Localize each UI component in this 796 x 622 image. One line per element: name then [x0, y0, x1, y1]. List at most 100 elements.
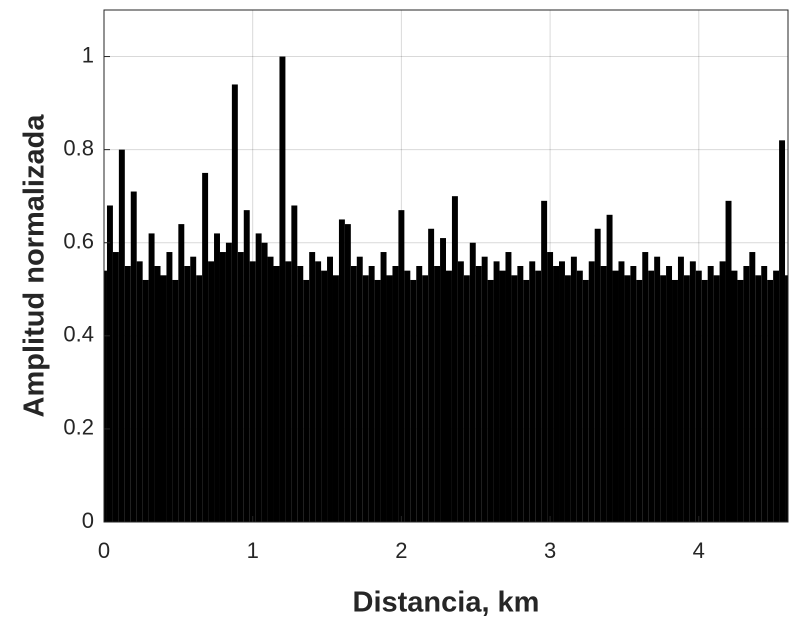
spike: [398, 210, 405, 523]
spike: [202, 172, 209, 522]
x-axis-title: Distancia, km: [353, 587, 540, 619]
spike: [689, 261, 696, 522]
spike: [106, 205, 113, 522]
spike: [178, 224, 185, 523]
spike: [648, 270, 655, 522]
spike: [785, 275, 788, 522]
spike: [695, 270, 702, 522]
spike: [564, 275, 571, 522]
spike: [303, 279, 310, 522]
spike: [505, 252, 512, 522]
spike: [707, 266, 714, 522]
spike: [576, 270, 583, 522]
spike: [214, 233, 220, 522]
spike: [321, 270, 328, 522]
spike: [112, 252, 119, 522]
spike: [225, 242, 232, 522]
spike: [457, 261, 464, 522]
spike: [172, 279, 179, 522]
spike: [535, 270, 542, 522]
spike: [297, 266, 304, 522]
spike: [463, 275, 470, 522]
spike: [529, 261, 536, 522]
spike: [344, 224, 351, 523]
spike: [374, 279, 381, 522]
spike: [273, 266, 280, 522]
spike: [761, 266, 768, 522]
spike: [291, 205, 298, 522]
spike: [166, 252, 173, 522]
spike: [511, 275, 518, 522]
spike: [315, 261, 322, 522]
spike: [231, 84, 238, 523]
spike: [606, 214, 613, 523]
spike: [666, 266, 673, 522]
spike: [309, 252, 316, 522]
spike: [553, 266, 560, 522]
spike: [499, 270, 506, 522]
spike: [481, 256, 488, 522]
spike: [237, 252, 244, 522]
x-tick-label: 1: [247, 538, 259, 563]
spike: [541, 200, 548, 522]
spike: [749, 252, 756, 522]
spike: [654, 256, 661, 522]
spike: [350, 266, 357, 522]
spike: [279, 56, 286, 522]
spike: [422, 275, 429, 522]
spike: [404, 270, 411, 522]
spike: [356, 256, 363, 522]
spike: [243, 210, 250, 523]
spike: [559, 261, 565, 522]
spike: [148, 233, 155, 522]
spike: [332, 275, 339, 522]
spike: [451, 196, 458, 522]
spike: [570, 256, 577, 522]
spike: [184, 266, 191, 522]
spike: [261, 242, 268, 522]
spike: [196, 275, 203, 522]
y-tick-label: 0.6: [63, 229, 94, 254]
spike: [267, 256, 274, 522]
plot-frame: [103, 9, 789, 523]
spike: [636, 279, 643, 522]
spike: [255, 233, 262, 522]
spike: [773, 270, 780, 522]
spike: [588, 261, 595, 522]
x-tick-label: 2: [395, 538, 407, 563]
y-tick-label: 0: [82, 508, 94, 533]
spike: [368, 266, 375, 522]
spike: [434, 266, 441, 522]
spike: [731, 270, 738, 522]
spike: [160, 275, 167, 522]
x-tick-label: 0: [98, 538, 110, 563]
x-tick-label: 4: [693, 538, 705, 563]
spike: [327, 256, 333, 522]
spike: [683, 275, 690, 522]
spike: [440, 238, 446, 522]
y-tick-label: 1: [82, 42, 94, 67]
spike: [285, 261, 292, 522]
spike: [428, 228, 435, 522]
spike: [142, 279, 149, 522]
y-axis-title: Amplitud normalizada: [19, 114, 51, 418]
spike: [380, 252, 387, 522]
plot-data: [104, 56, 788, 523]
spike: [713, 275, 720, 522]
y-tick-label: 0.2: [63, 415, 94, 440]
spike: [118, 149, 125, 523]
spike: [737, 279, 744, 522]
spike: [208, 261, 215, 522]
y-tick-label: 0.8: [63, 135, 94, 160]
spike: [362, 275, 369, 522]
spike: [392, 266, 399, 522]
spike: [130, 191, 137, 522]
spike: [446, 270, 452, 522]
spike: [600, 266, 607, 522]
spike: [660, 275, 667, 522]
spike: [612, 270, 619, 522]
spike: [338, 219, 345, 523]
spike: [219, 252, 226, 522]
spike: [725, 200, 732, 522]
